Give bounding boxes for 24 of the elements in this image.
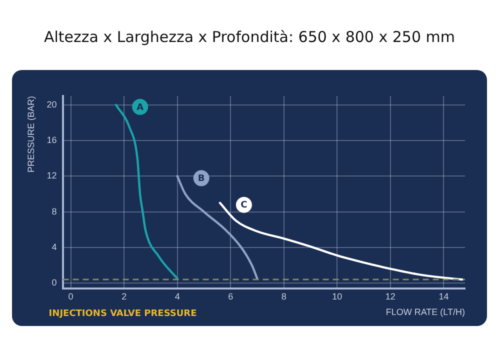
y-axis-title: PRESSURE (BAR): [26, 96, 36, 173]
y-tick-label: 4: [52, 242, 57, 252]
x-axis-title: FLOW RATE (LT/H): [386, 307, 465, 318]
y-tick-label: 12: [46, 170, 57, 181]
series-label: C: [240, 200, 248, 211]
series-label: A: [136, 102, 144, 113]
y-tick-label: 20: [46, 99, 57, 110]
y-tick-label: 8: [52, 206, 57, 216]
text: INJECTIONS VALVE PRESSURE: [48, 308, 197, 319]
chart-title: Altezza x Larghezza x Profondità: 650 x 800 x 250 mm: [42, 28, 456, 46]
line-series: [218, 202, 464, 281]
x-tick-label: 6: [228, 291, 234, 302]
x-tick-label: 12: [385, 291, 396, 302]
y-tick-label: 16: [46, 135, 57, 146]
line-series: [176, 175, 258, 280]
x-tick-label: 2: [122, 291, 127, 302]
line-series: [114, 104, 178, 280]
x-tick-label: 4: [174, 291, 180, 302]
x-tick-label: 10: [332, 291, 342, 302]
x-tick-label: 0: [68, 291, 74, 302]
series-label: B: [198, 174, 205, 184]
x-tick-label: 8: [281, 291, 286, 302]
y-tick-label: 0: [52, 278, 57, 288]
x-tick-label: 14: [438, 291, 449, 302]
